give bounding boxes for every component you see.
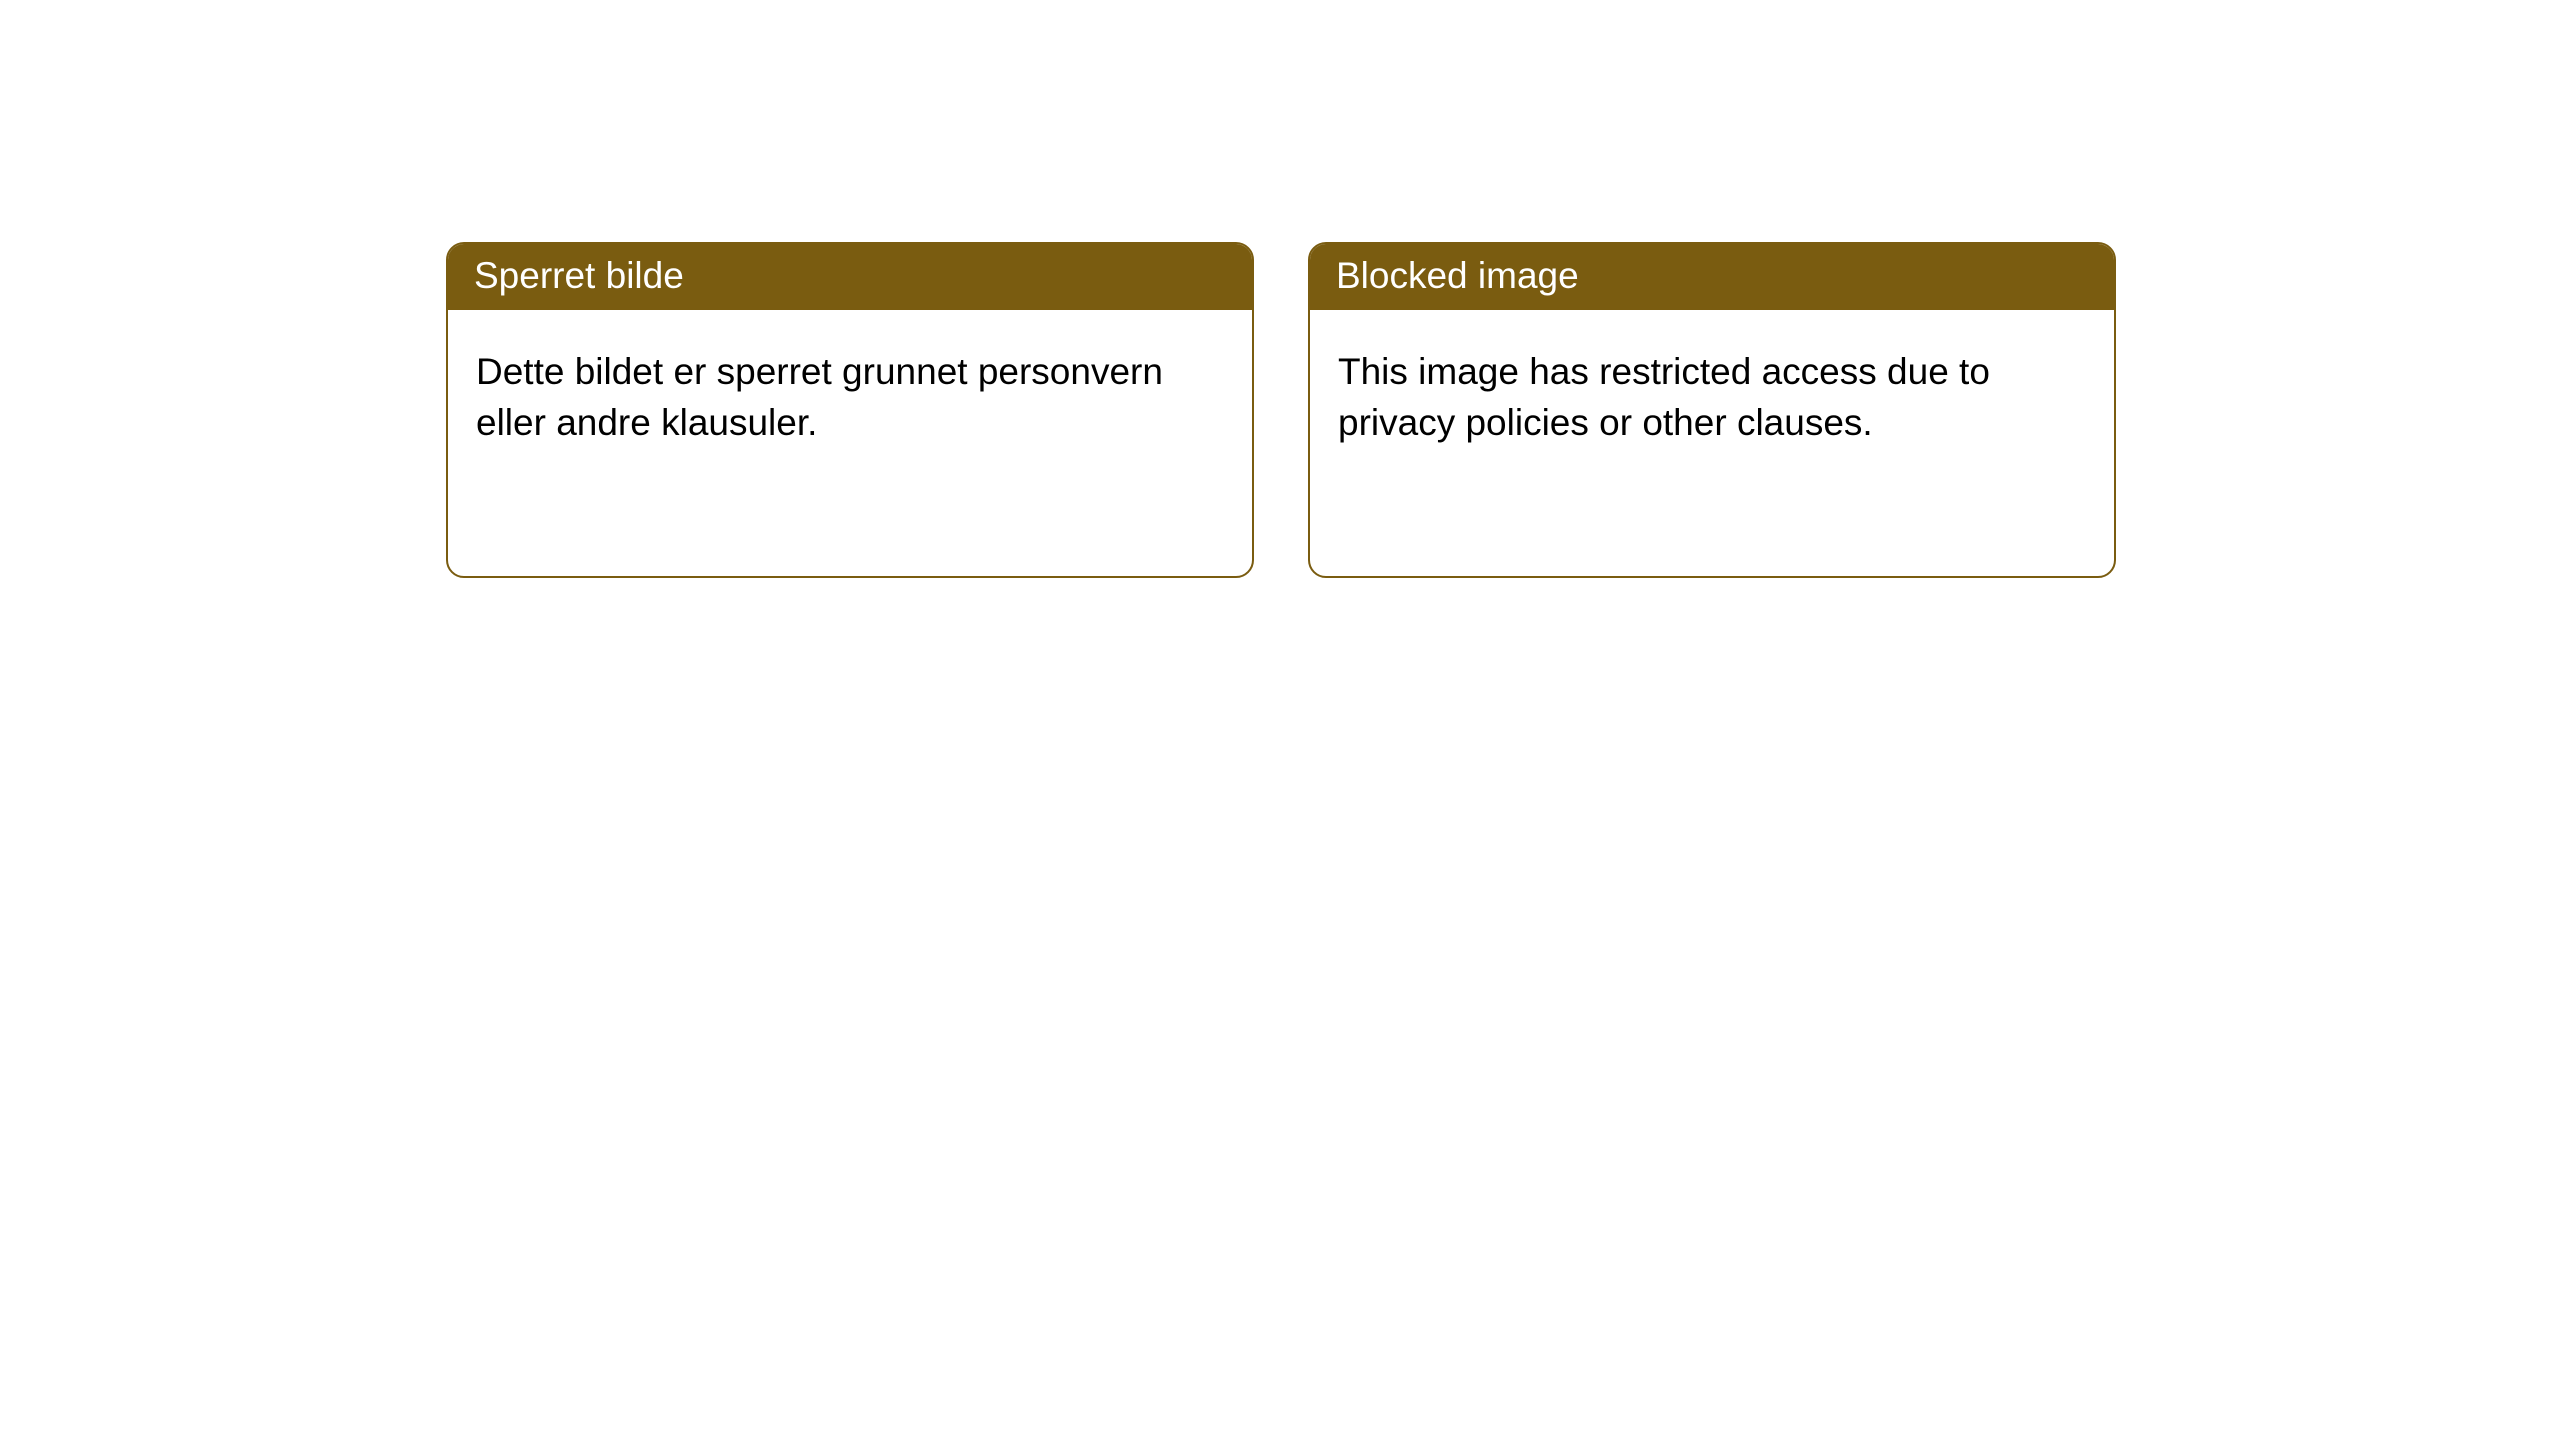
notice-body-text: This image has restricted access due to … <box>1338 351 1990 443</box>
notice-body: Dette bildet er sperret grunnet personve… <box>448 310 1252 576</box>
notice-body: This image has restricted access due to … <box>1310 310 2114 576</box>
notice-container: Sperret bilde Dette bildet er sperret gr… <box>446 242 2116 578</box>
notice-title: Blocked image <box>1336 255 1579 296</box>
notice-card-english: Blocked image This image has restricted … <box>1308 242 2116 578</box>
notice-body-text: Dette bildet er sperret grunnet personve… <box>476 351 1163 443</box>
notice-card-norwegian: Sperret bilde Dette bildet er sperret gr… <box>446 242 1254 578</box>
notice-header: Blocked image <box>1310 244 2114 310</box>
notice-header: Sperret bilde <box>448 244 1252 310</box>
notice-title: Sperret bilde <box>474 255 684 296</box>
